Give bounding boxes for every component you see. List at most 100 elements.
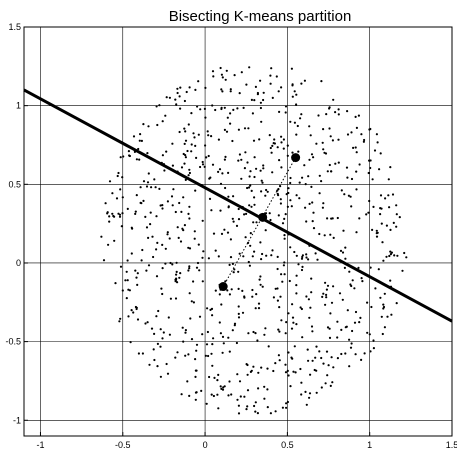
data-point: [150, 327, 154, 330]
data-point: [278, 306, 281, 309]
data-point: [228, 380, 231, 383]
data-point: [241, 311, 245, 314]
data-point: [188, 205, 191, 208]
data-point: [310, 153, 314, 156]
data-point: [331, 217, 334, 220]
data-point: [171, 142, 174, 145]
data-point: [282, 138, 285, 141]
data-point: [231, 262, 234, 265]
data-point: [253, 250, 256, 253]
data-point: [248, 66, 251, 69]
data-point: [255, 293, 258, 296]
data-point: [176, 87, 179, 90]
data-point: [340, 352, 343, 356]
data-point: [184, 130, 187, 133]
data-point: [196, 261, 200, 265]
data-point: [280, 166, 283, 169]
data-point: [155, 105, 158, 108]
data-point: [346, 133, 350, 136]
data-point: [322, 202, 325, 205]
data-point: [355, 126, 358, 129]
data-point: [102, 259, 106, 262]
data-point: [265, 188, 268, 192]
data-point: [183, 99, 186, 103]
data-point: [285, 406, 288, 409]
data-point: [286, 400, 289, 404]
data-point: [289, 199, 292, 202]
data-point: [269, 412, 272, 415]
data-point: [277, 194, 280, 197]
data-point: [121, 212, 124, 215]
data-point: [205, 156, 208, 159]
data-point: [126, 207, 129, 210]
data-point: [378, 168, 381, 171]
data-point: [220, 106, 223, 109]
data-point: [153, 358, 156, 362]
data-point: [329, 135, 332, 138]
data-point: [349, 346, 353, 349]
data-point: [128, 154, 131, 158]
data-point: [159, 345, 162, 348]
data-point: [237, 404, 240, 407]
data-point: [190, 143, 193, 146]
data-point: [243, 295, 246, 298]
data-point: [156, 241, 159, 244]
data-point: [168, 333, 171, 336]
data-point: [252, 139, 256, 142]
data-point: [310, 291, 313, 294]
data-point: [372, 339, 375, 342]
data-point: [194, 88, 197, 91]
data-point: [269, 82, 272, 85]
data-point: [210, 307, 214, 310]
data-point: [392, 221, 395, 224]
data-point: [238, 380, 242, 383]
data-point: [207, 154, 210, 158]
data-point: [253, 203, 256, 206]
data-point: [379, 296, 382, 299]
data-point: [259, 101, 262, 104]
data-point: [184, 331, 187, 334]
data-point: [390, 313, 393, 316]
data-point: [256, 412, 259, 415]
data-point: [201, 333, 204, 336]
data-point: [147, 172, 150, 175]
data-point: [267, 345, 270, 348]
data-point: [389, 166, 392, 169]
data-point: [287, 351, 290, 354]
data-point: [141, 248, 144, 252]
centroid-connector: [222, 157, 297, 287]
data-point: [221, 351, 224, 354]
data-point: [248, 204, 251, 207]
data-point: [326, 326, 330, 329]
data-point: [147, 236, 150, 239]
data-point: [179, 86, 182, 89]
data-point: [188, 171, 191, 175]
data-point: [301, 336, 304, 339]
data-point: [261, 181, 264, 184]
data-point: [358, 321, 361, 324]
data-point: [295, 93, 298, 96]
data-point: [182, 340, 185, 343]
data-point: [278, 330, 281, 333]
data-point: [219, 66, 222, 70]
data-point: [159, 328, 162, 331]
data-point: [395, 204, 398, 207]
data-point: [270, 254, 273, 257]
data-point: [164, 262, 167, 265]
data-point: [328, 127, 331, 130]
data-point: [258, 138, 261, 141]
data-point: [237, 159, 240, 162]
data-point: [280, 141, 283, 144]
data-point: [271, 171, 274, 174]
data-point: [139, 133, 142, 136]
data-point: [320, 180, 323, 183]
data-point: [331, 381, 334, 384]
data-point: [325, 288, 328, 291]
data-point: [246, 405, 249, 408]
data-point: [247, 127, 250, 130]
data-point: [350, 284, 353, 288]
data-point: [290, 205, 293, 208]
data-point: [227, 205, 230, 208]
data-point: [285, 402, 288, 405]
data-point: [150, 186, 153, 189]
